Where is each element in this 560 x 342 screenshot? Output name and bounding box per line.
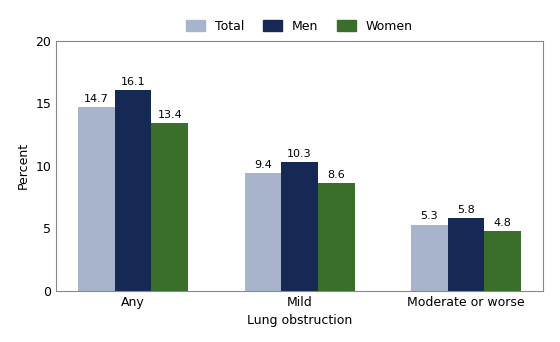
Bar [245, 173, 281, 291]
Bar [78, 107, 115, 291]
Bar [115, 90, 151, 291]
Legend: Total, Men, Women: Total, Men, Women [181, 15, 418, 38]
Bar [448, 218, 484, 291]
Text: 9.4: 9.4 [254, 160, 272, 170]
Text: 5.8: 5.8 [457, 205, 475, 215]
Text: 13.4: 13.4 [157, 110, 182, 120]
X-axis label: Lung obstruction: Lung obstruction [247, 314, 352, 327]
Bar [411, 225, 448, 291]
Bar [281, 162, 318, 291]
Text: 10.3: 10.3 [287, 149, 312, 159]
Text: 14.7: 14.7 [84, 94, 109, 104]
Y-axis label: Percent: Percent [17, 142, 30, 189]
Bar [484, 231, 521, 291]
Text: 5.3: 5.3 [421, 211, 438, 221]
Text: 8.6: 8.6 [328, 170, 345, 180]
Text: 16.1: 16.1 [121, 77, 146, 87]
Text: 4.8: 4.8 [494, 218, 512, 228]
Bar [318, 183, 354, 291]
Bar [151, 123, 188, 291]
